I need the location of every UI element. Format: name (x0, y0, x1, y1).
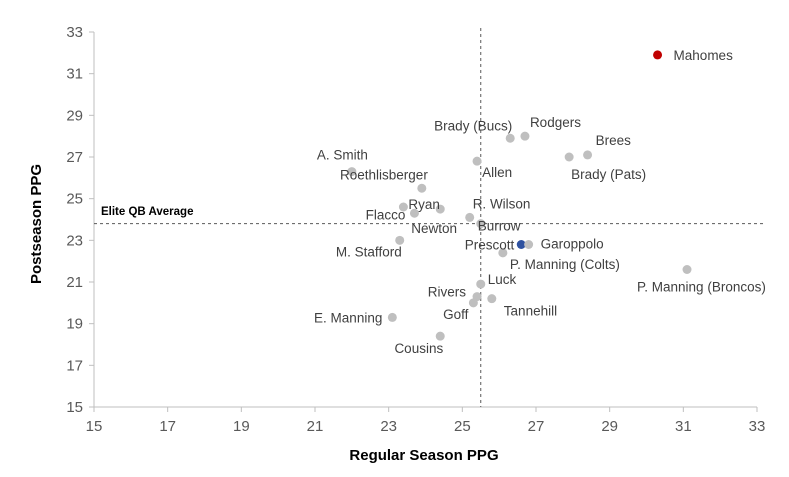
label-roethlisberger: Roethlisberger (340, 167, 428, 182)
point-prescott (516, 240, 526, 249)
point-flacco (409, 208, 419, 218)
point-brady-bucs (505, 133, 515, 143)
point-labels: Mahomes Rodgers Brady (Bucs) Brees Brady (Pa… (314, 48, 766, 356)
y-tick-label: 19 (66, 316, 83, 333)
label-newton: Newton (411, 221, 457, 236)
point-brees (583, 150, 593, 160)
y-tick-label: 17 (66, 357, 83, 374)
point-ryan (398, 202, 408, 212)
y-axis-ticks: 15 17 19 21 23 25 27 29 31 33 (66, 24, 94, 416)
label-tannehill: Tannehill (504, 304, 557, 319)
label-brees: Brees (596, 133, 632, 148)
label-goff: Goff (443, 307, 469, 322)
label-rodgers: Rodgers (530, 115, 581, 130)
x-tick-label: 21 (307, 418, 324, 435)
label-ryan: Ryan (408, 197, 440, 212)
x-tick-label: 31 (675, 418, 692, 435)
x-tick-label: 19 (233, 418, 250, 435)
point-cousins (435, 331, 445, 341)
point-mahomes (653, 50, 663, 60)
point-m-stafford (395, 235, 405, 245)
y-tick-label: 27 (66, 149, 83, 166)
point-p-manning-broncos (682, 265, 692, 274)
y-tick-label: 31 (66, 66, 83, 83)
label-brady-pats: Brady (Pats) (571, 167, 646, 182)
x-axis-title: Regular Season PPG (349, 447, 498, 464)
label-rivers: Rivers (428, 285, 467, 300)
label-p-manning-colts: P. Manning (Colts) (510, 257, 620, 272)
label-burrow: Burrow (478, 219, 521, 234)
point-brady-pats (564, 152, 574, 162)
label-allen: Allen (482, 165, 512, 180)
point-tannehill (487, 294, 497, 304)
point-rodgers (520, 131, 530, 141)
label-e-manning: E. Manning (314, 310, 382, 325)
label-mahomes: Mahomes (674, 48, 734, 63)
label-cousins: Cousins (394, 341, 443, 356)
y-tick-label: 21 (66, 274, 83, 291)
label-garoppolo: Garoppolo (541, 237, 604, 252)
y-tick-label: 23 (66, 232, 83, 249)
axes (93, 32, 757, 408)
point-goff (468, 298, 478, 308)
point-a-smith (347, 167, 357, 177)
point-r-wilson (465, 212, 475, 222)
y-tick-label: 33 (66, 24, 83, 41)
y-tick-label: 25 (66, 191, 83, 208)
point-garoppolo (524, 240, 534, 249)
x-tick-label: 17 (159, 418, 176, 435)
point-p-manning-colts (498, 248, 508, 258)
label-a-smith: A. Smith (317, 148, 368, 163)
point-e-manning (387, 312, 397, 322)
elite-average-label: Elite QB Average (101, 206, 193, 218)
x-tick-label: 23 (380, 418, 397, 435)
point-allen (472, 156, 482, 166)
label-brady-bucs: Brady (Bucs) (434, 118, 512, 133)
data-points (347, 50, 692, 341)
x-tick-label: 15 (86, 418, 103, 435)
y-axis-title: Postseason PPG (28, 164, 45, 284)
x-tick-label: 33 (749, 418, 766, 435)
x-tick-label: 25 (454, 418, 471, 435)
reference-lines: Elite QB Average (94, 28, 765, 407)
label-luck: Luck (488, 272, 517, 287)
label-prescott: Prescott (465, 238, 515, 253)
point-burrow (476, 219, 486, 229)
label-r-wilson: R. Wilson (473, 196, 531, 211)
label-p-manning-broncos: P. Manning (Broncos) (637, 280, 766, 295)
x-tick-label: 29 (601, 418, 618, 435)
y-tick-label: 15 (66, 399, 83, 416)
x-tick-label: 27 (528, 418, 545, 435)
point-luck (476, 279, 486, 289)
point-roethlisberger (417, 183, 427, 193)
label-m-stafford: M. Stafford (336, 244, 402, 259)
point-newton (435, 204, 445, 214)
label-flacco: Flacco (366, 207, 406, 222)
x-axis-ticks: 15 17 19 21 23 25 27 29 31 33 (86, 407, 766, 435)
y-tick-label: 29 (66, 107, 83, 124)
